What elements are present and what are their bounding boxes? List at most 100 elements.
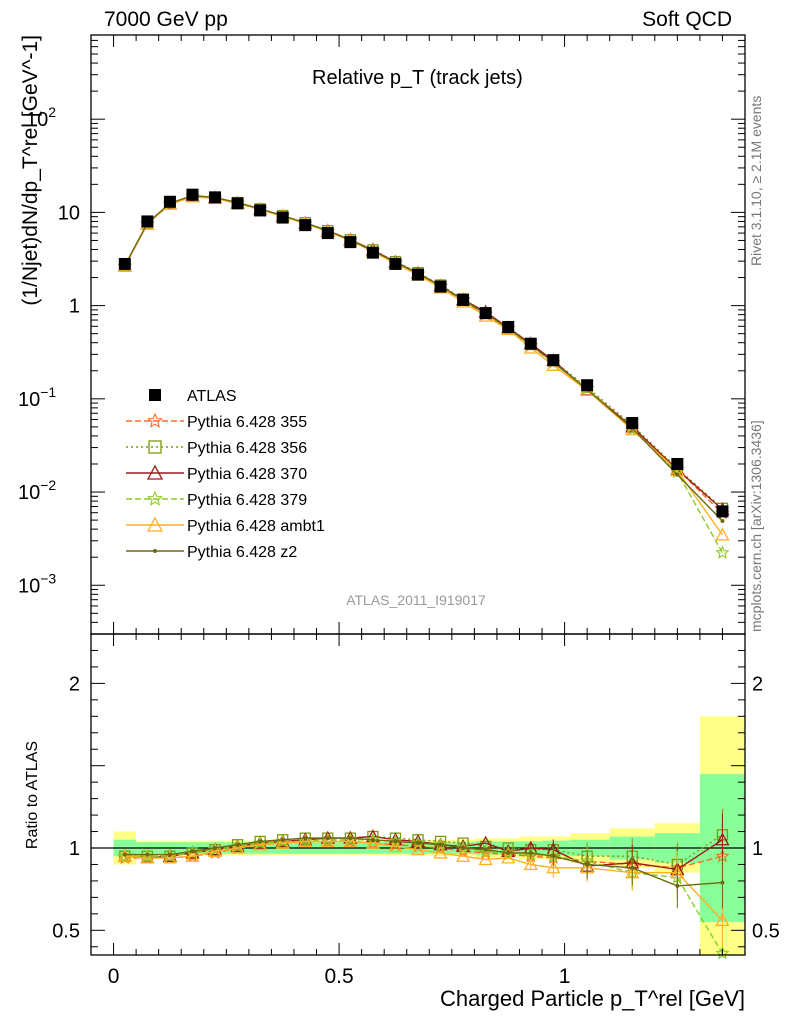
plot-frames bbox=[90, 34, 746, 956]
marker-dot bbox=[370, 837, 375, 842]
legend-label: Pythia 6.428 379 bbox=[187, 492, 307, 509]
marker-star bbox=[298, 833, 313, 848]
marker-triangle bbox=[146, 516, 164, 532]
marker-star bbox=[388, 833, 403, 848]
x-axis-label: Charged Particle p_T^rel [GeV] bbox=[440, 986, 745, 1011]
data-point bbox=[716, 505, 729, 518]
marker-dot bbox=[167, 852, 172, 857]
marker-dot bbox=[213, 846, 218, 850]
legend-label: Pythia 6.428 356 bbox=[187, 440, 307, 457]
marker-dot bbox=[258, 839, 263, 844]
ratio-tick-label-left: 1 bbox=[69, 838, 80, 860]
x-tick-label: 1 bbox=[559, 965, 571, 988]
marker-triangle bbox=[715, 913, 730, 927]
ratio-tick-label-left: 2 bbox=[69, 673, 80, 695]
marker-dot bbox=[235, 842, 240, 847]
marker-triangle bbox=[715, 832, 730, 846]
data-point bbox=[434, 280, 447, 293]
chart-text: 0 0.5 1 10−3 10−2 10−1 1 10 102 0.5 0.5 1 1 2 2 Relativ… bbox=[18, 35, 780, 1011]
marker-triangle bbox=[388, 838, 403, 853]
legend-label: Pythia 6.428 ambt1 bbox=[187, 518, 325, 535]
marker-star bbox=[146, 490, 164, 506]
y-tick-label: 10 bbox=[58, 202, 80, 224]
marker-triangle bbox=[478, 852, 493, 866]
series-line-main bbox=[124, 195, 723, 536]
header-beam-label: 7000 GeV pp bbox=[104, 8, 228, 31]
marker-dot bbox=[325, 836, 330, 841]
axis-ticks bbox=[90, 34, 746, 955]
data-point bbox=[299, 219, 312, 232]
data-point bbox=[626, 417, 639, 430]
header-category-label: Soft QCD bbox=[642, 8, 732, 31]
marker-dot bbox=[348, 836, 353, 841]
marker-triangle bbox=[343, 834, 358, 848]
marker-triangle bbox=[146, 464, 164, 480]
series-line-ratio bbox=[124, 837, 723, 887]
analysis-label: ATLAS_2011_I919017 bbox=[346, 592, 486, 608]
marker-dot bbox=[145, 852, 150, 857]
legend: ATLAS Pythia 6.428 355 Pythia 6.428 356 Pyt… bbox=[126, 388, 325, 561]
marker-dot bbox=[585, 862, 590, 867]
marker-dot bbox=[416, 841, 420, 846]
marker-star bbox=[146, 412, 164, 428]
data-point bbox=[457, 293, 470, 306]
marker-triangle bbox=[162, 850, 178, 864]
marker-dot bbox=[720, 880, 725, 885]
data-point bbox=[389, 257, 402, 270]
y-tick-label: 10−2 bbox=[18, 477, 56, 504]
legend-label: Pythia 6.428 z2 bbox=[187, 544, 297, 561]
data-point bbox=[186, 188, 199, 201]
x-tick-label: 0 bbox=[108, 965, 120, 988]
marker-triangle bbox=[625, 422, 640, 436]
reference-bands bbox=[113, 716, 745, 955]
marker-triangle bbox=[140, 850, 155, 864]
marker-triangle bbox=[275, 834, 290, 848]
marker-dot bbox=[483, 847, 488, 852]
legend-label-data: ATLAS bbox=[187, 388, 237, 405]
marker-triangle bbox=[456, 848, 471, 862]
series-line-main bbox=[124, 195, 723, 510]
marker-dot bbox=[153, 549, 157, 553]
data-point bbox=[344, 236, 357, 249]
x-tick-label: 0.5 bbox=[324, 965, 353, 988]
marker-triangle bbox=[298, 834, 313, 848]
marker-dot bbox=[461, 846, 466, 850]
marker-dot bbox=[438, 842, 443, 847]
data-point bbox=[209, 191, 222, 204]
marker-star bbox=[715, 945, 730, 960]
marker-dot bbox=[720, 518, 725, 523]
data-point bbox=[502, 320, 515, 333]
data-point bbox=[412, 268, 424, 281]
y-tick-label: 10−1 bbox=[18, 384, 56, 411]
marker-triangle bbox=[320, 834, 335, 848]
data-point bbox=[321, 227, 334, 240]
data-point bbox=[366, 246, 379, 259]
ratio-tick-label-right: 1 bbox=[752, 838, 763, 860]
legend-label: Pythia 6.428 370 bbox=[187, 466, 307, 483]
series-layer bbox=[117, 188, 730, 960]
chart-title: Relative p_T (track jets) bbox=[312, 67, 523, 89]
marker-dot bbox=[190, 849, 195, 854]
y-tick-label: 102 bbox=[26, 104, 56, 131]
marker-triangle bbox=[230, 838, 245, 853]
data-point bbox=[163, 195, 176, 208]
marker-triangle bbox=[253, 837, 268, 851]
marker-triangle bbox=[365, 835, 380, 849]
ratio-tick-label-right: 0.5 bbox=[752, 920, 780, 942]
ratio-tick-label-right: 2 bbox=[752, 673, 763, 695]
marker-dot bbox=[675, 472, 680, 477]
marker-square bbox=[148, 440, 162, 454]
y-axis-label: (1/Njet)dN/dp_T^rel [GeV^-1] bbox=[19, 35, 42, 306]
marker-dot bbox=[280, 837, 285, 842]
marker-triangle bbox=[207, 843, 223, 857]
y-tick-label: 1 bbox=[69, 296, 80, 318]
side-label-mcplots: mcplots.cern.ch [arXiv:1306.3436] bbox=[748, 420, 764, 632]
ratio-tick-label-left: 0.5 bbox=[52, 920, 80, 942]
data-point bbox=[524, 337, 537, 350]
marker-dot bbox=[630, 865, 635, 870]
marker-triangle bbox=[410, 842, 426, 856]
marker-triangle bbox=[117, 848, 132, 862]
marker-dot bbox=[528, 850, 533, 855]
marker-triangle bbox=[546, 860, 561, 874]
data-point bbox=[231, 197, 244, 210]
